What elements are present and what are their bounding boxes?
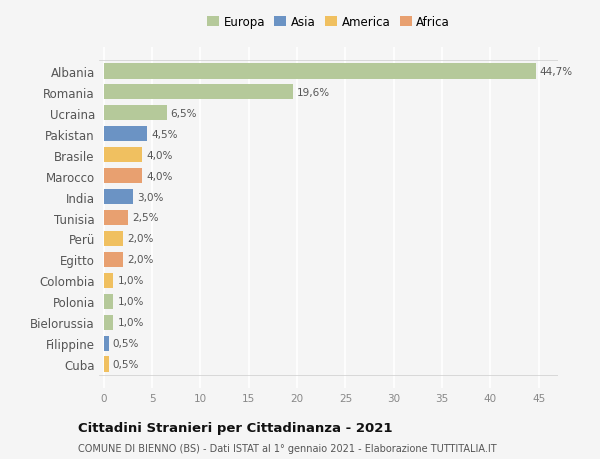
Text: 2,0%: 2,0% — [127, 255, 154, 265]
Text: 44,7%: 44,7% — [539, 67, 573, 77]
Bar — [104, 336, 109, 352]
Text: 3,0%: 3,0% — [137, 192, 163, 202]
Text: 0,5%: 0,5% — [113, 339, 139, 349]
Bar — [104, 357, 109, 372]
Text: 2,5%: 2,5% — [132, 213, 158, 223]
Bar — [104, 147, 142, 163]
Bar — [104, 273, 113, 289]
Text: Cittadini Stranieri per Cittadinanza - 2021: Cittadini Stranieri per Cittadinanza - 2… — [78, 421, 392, 434]
Bar — [104, 210, 128, 226]
Text: 19,6%: 19,6% — [297, 87, 330, 97]
Bar — [104, 126, 148, 142]
Text: 6,5%: 6,5% — [170, 108, 197, 118]
Text: 1,0%: 1,0% — [118, 297, 144, 307]
Bar — [104, 189, 133, 205]
Bar — [104, 294, 113, 310]
Text: 4,0%: 4,0% — [146, 150, 173, 160]
Legend: Europa, Asia, America, Africa: Europa, Asia, America, Africa — [205, 13, 452, 31]
Text: 4,5%: 4,5% — [151, 129, 178, 139]
Bar — [104, 252, 123, 268]
Bar — [104, 315, 113, 330]
Text: 2,0%: 2,0% — [127, 234, 154, 244]
Bar — [104, 231, 123, 247]
Text: 0,5%: 0,5% — [113, 359, 139, 369]
Text: COMUNE DI BIENNO (BS) - Dati ISTAT al 1° gennaio 2021 - Elaborazione TUTTITALIA.: COMUNE DI BIENNO (BS) - Dati ISTAT al 1°… — [78, 443, 497, 453]
Text: 1,0%: 1,0% — [118, 318, 144, 328]
Text: 4,0%: 4,0% — [146, 171, 173, 181]
Bar — [104, 168, 142, 184]
Text: 1,0%: 1,0% — [118, 276, 144, 286]
Bar — [104, 84, 293, 100]
Bar — [104, 106, 167, 121]
Bar — [104, 64, 536, 79]
